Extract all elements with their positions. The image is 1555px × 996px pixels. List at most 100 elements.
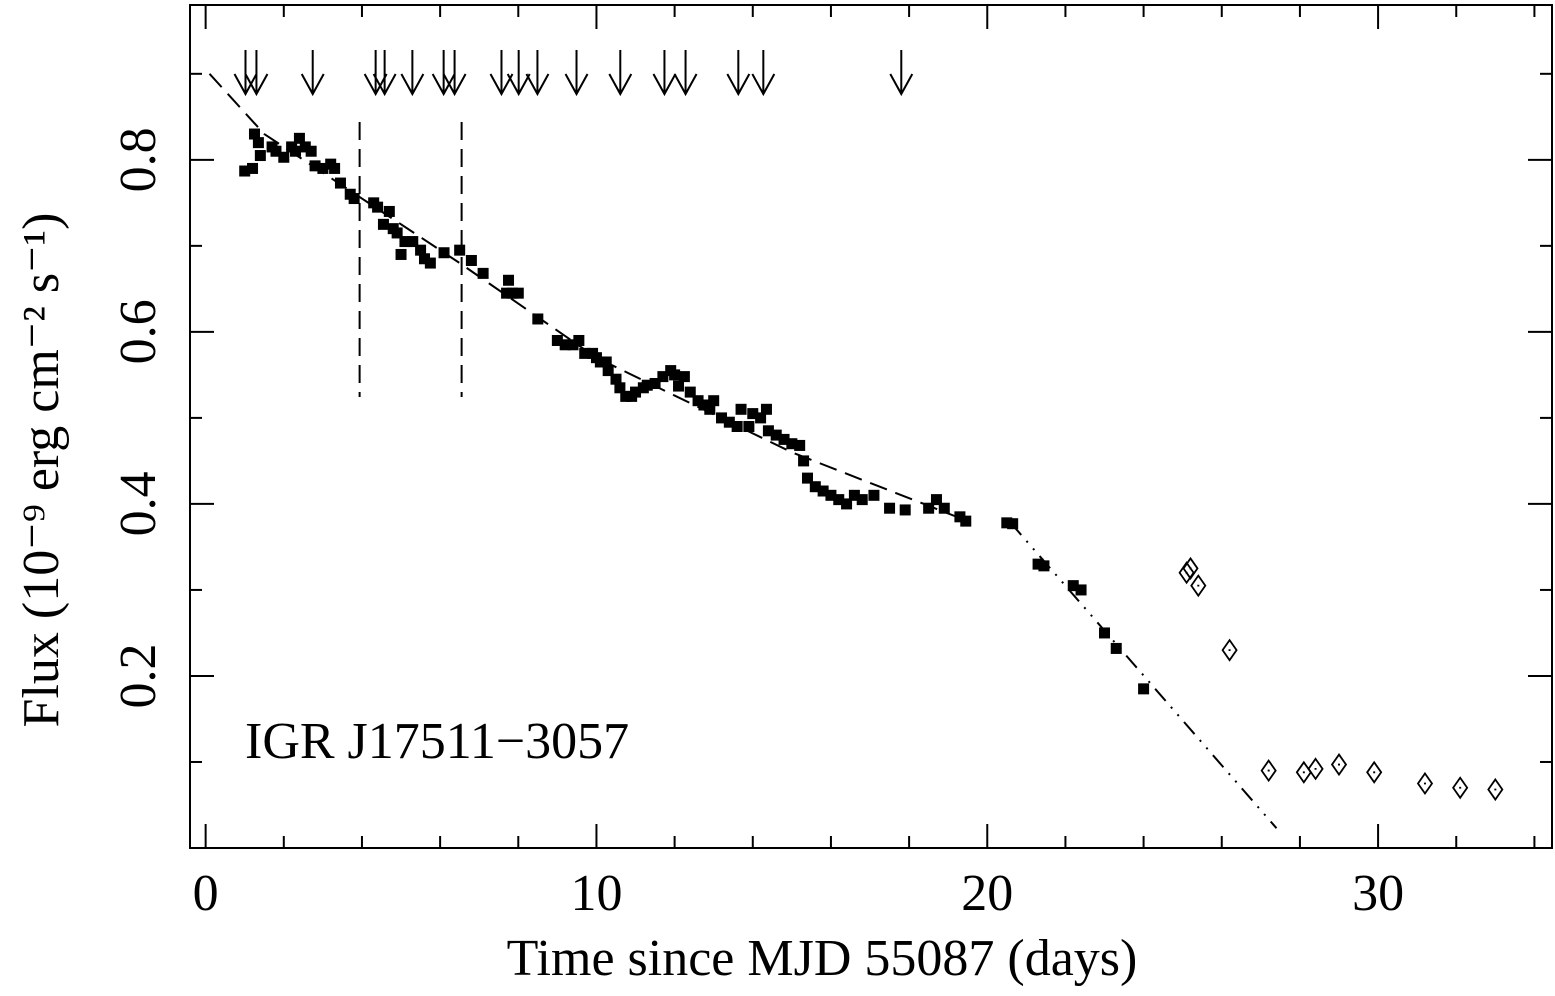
- data-point: [573, 334, 585, 346]
- data-point: [692, 395, 704, 407]
- data-point: [372, 201, 384, 213]
- data-point: [309, 160, 321, 172]
- data-point: [579, 347, 591, 359]
- data-point: [334, 177, 346, 189]
- data-point: [1001, 517, 1013, 529]
- data-point: [329, 162, 341, 174]
- data-point: [657, 371, 669, 383]
- burst-arrow: [751, 50, 776, 97]
- data-point: [383, 205, 395, 217]
- data-point: [512, 287, 524, 299]
- burst-arrow: [372, 50, 397, 97]
- data-point: [960, 515, 972, 527]
- burst-arrow: [525, 50, 550, 97]
- x-tick-label: 10: [570, 865, 622, 922]
- data-point: [418, 253, 430, 265]
- data-point: [669, 369, 681, 381]
- plot-frame: [189, 4, 1553, 849]
- data-point: [1366, 760, 1383, 784]
- burst-arrow: [233, 50, 258, 97]
- y-axis-label: Flux (10⁻⁹ erg cm⁻² s⁻¹): [13, 213, 70, 728]
- data-point: [1099, 627, 1111, 639]
- data-point: [698, 399, 710, 411]
- data-point: [884, 502, 896, 514]
- data-point: [786, 438, 798, 450]
- x-axis-label: Time since MJD 55087 (days): [507, 930, 1138, 987]
- data-point: [641, 379, 653, 391]
- data-point: [1190, 574, 1207, 598]
- fit-line: [208, 73, 969, 523]
- data-point: [678, 371, 690, 383]
- data-point: [610, 373, 622, 385]
- data-point: [923, 502, 935, 514]
- data-point: [1330, 752, 1348, 777]
- data-point: [809, 481, 821, 493]
- y-tick-label: 0.2: [110, 643, 167, 708]
- data-point: [1110, 642, 1122, 654]
- data-point: [794, 439, 806, 451]
- burst-arrow: [506, 50, 531, 97]
- data-point: [290, 145, 302, 157]
- data-point: [501, 287, 513, 299]
- data-point: [252, 137, 264, 149]
- burst-arrow: [673, 50, 698, 97]
- data-point: [673, 380, 685, 392]
- data-point: [348, 193, 360, 205]
- data-point: [704, 403, 716, 415]
- data-point: [247, 162, 259, 174]
- data-point: [503, 274, 515, 286]
- y-tick-label: 0.4: [110, 471, 167, 536]
- data-point: [293, 132, 305, 144]
- data-point: [567, 339, 579, 351]
- data-point: [930, 494, 942, 506]
- data-point: [716, 412, 728, 424]
- data-point: [778, 433, 790, 445]
- data-point: [1295, 760, 1312, 784]
- data-point: [841, 498, 853, 510]
- data-point: [317, 162, 329, 174]
- data-point: [465, 254, 477, 266]
- data-point: [938, 502, 950, 514]
- burst-arrow: [400, 50, 425, 97]
- data-point: [723, 416, 735, 428]
- data-point: [532, 313, 544, 325]
- data-point: [760, 403, 772, 415]
- burst-arrow: [652, 50, 677, 97]
- data-point: [415, 244, 427, 256]
- burst-arrow: [431, 50, 456, 97]
- data-point: [438, 247, 450, 259]
- data-point: [278, 151, 290, 163]
- data-point: [395, 248, 407, 260]
- data-point: [899, 504, 911, 516]
- data-point: [801, 472, 813, 484]
- fit-line: [1009, 522, 1278, 829]
- data-point: [770, 429, 782, 441]
- data-point: [630, 386, 642, 398]
- data-point: [1452, 776, 1469, 800]
- y-tick-label: 0.6: [110, 299, 167, 364]
- data-point: [1307, 757, 1324, 781]
- data-point: [649, 377, 661, 389]
- data-point: [833, 494, 845, 506]
- data-point: [755, 412, 767, 424]
- burst-arrow: [489, 50, 514, 97]
- data-point: [248, 128, 260, 140]
- data-point: [1038, 560, 1050, 572]
- data-point: [559, 339, 571, 351]
- data-point: [1075, 584, 1087, 596]
- x-tick-label: 30: [1352, 865, 1404, 922]
- annotation: IGR J17511−3057: [245, 713, 629, 770]
- data-point: [735, 403, 747, 415]
- data-point: [1182, 556, 1199, 581]
- data-point: [798, 455, 810, 467]
- data-point: [825, 489, 837, 501]
- data-point: [254, 150, 266, 162]
- x-tick-label: 20: [961, 865, 1013, 922]
- data-point: [1007, 518, 1019, 530]
- data-point: [708, 395, 720, 407]
- data-point: [747, 408, 759, 420]
- burst-arrow: [608, 50, 633, 97]
- burst-arrow: [889, 50, 914, 97]
- data-point: [954, 511, 966, 523]
